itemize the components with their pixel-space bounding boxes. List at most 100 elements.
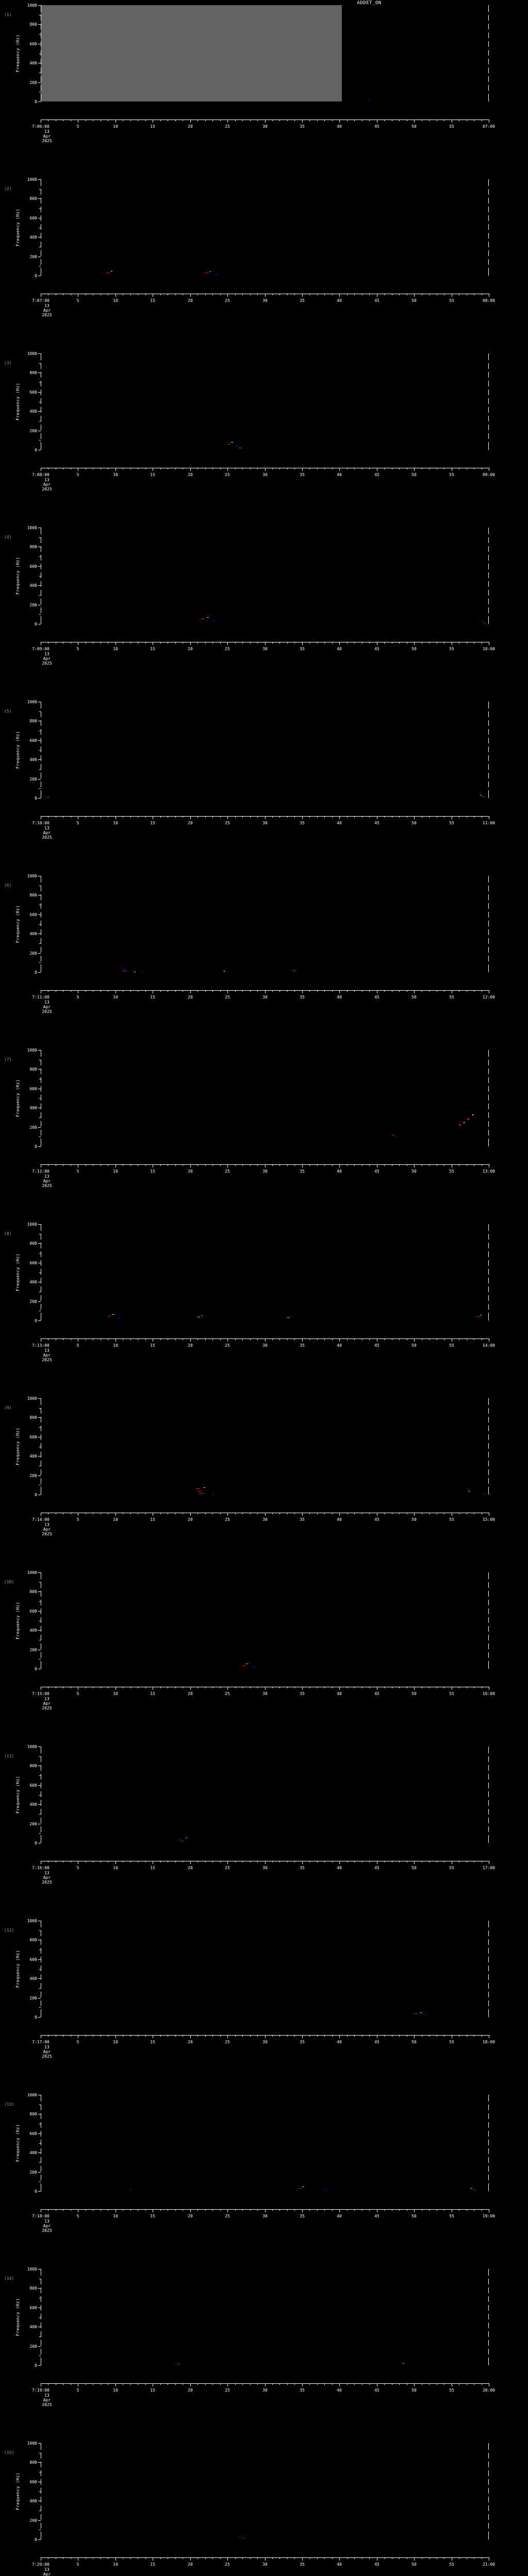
x-axis-date-part: Apr bbox=[43, 1005, 51, 1009]
x-axis-end-label: 14:00 bbox=[482, 1343, 496, 1348]
x-tick-major bbox=[302, 990, 303, 993]
x-tick-major bbox=[227, 1164, 228, 1167]
x-tick-minor bbox=[347, 1338, 348, 1340]
x-tick-label: 20 bbox=[188, 2562, 193, 2567]
data-mark bbox=[130, 2189, 132, 2190]
y-tick bbox=[38, 740, 41, 741]
x-tick-minor bbox=[279, 990, 280, 992]
x-tick-minor bbox=[257, 2035, 258, 2037]
y-tick-label: 1000 bbox=[27, 526, 37, 530]
x-tick-minor bbox=[294, 2209, 295, 2211]
x-tick-major bbox=[302, 2035, 303, 2038]
x-tick-label: 50 bbox=[411, 1691, 417, 1696]
x-tick-label: 10 bbox=[113, 1691, 118, 1696]
x-axis-date-part: 13 bbox=[44, 2567, 50, 2572]
x-tick-minor bbox=[242, 120, 243, 121]
right-spine bbox=[488, 2505, 489, 2511]
y-tick bbox=[38, 2017, 41, 2018]
right-spine bbox=[488, 1434, 489, 1440]
x-tick-minor bbox=[220, 642, 221, 643]
x-tick-minor bbox=[212, 294, 213, 295]
x-tick-minor bbox=[175, 120, 176, 121]
x-tick-minor bbox=[220, 2383, 221, 2385]
x-tick-minor bbox=[429, 1164, 430, 1166]
right-spine bbox=[488, 76, 489, 82]
x-tick-label: 45 bbox=[374, 821, 380, 825]
x-axis-date-part: 13 bbox=[44, 826, 50, 831]
data-mark bbox=[224, 971, 225, 972]
right-spine bbox=[488, 2148, 489, 2154]
x-tick-label: 20 bbox=[188, 647, 193, 651]
y-tick-label: 600 bbox=[29, 1435, 37, 1439]
x-tick-minor bbox=[235, 990, 236, 992]
x-tick-minor bbox=[384, 642, 385, 643]
x-tick-minor bbox=[175, 816, 176, 818]
x-tick-minor bbox=[287, 990, 288, 992]
x-tick-minor bbox=[354, 120, 355, 121]
x-tick-label: 45 bbox=[374, 2214, 380, 2218]
y-tick bbox=[38, 2365, 41, 2366]
x-tick-minor bbox=[429, 2035, 430, 2037]
panel-index-label: (12) bbox=[4, 1928, 14, 1933]
y-tick bbox=[38, 1417, 41, 1418]
y-tick-minor bbox=[39, 1814, 41, 1815]
x-tick-label: 5 bbox=[76, 2040, 79, 2044]
x-tick-minor bbox=[160, 2035, 161, 2037]
y-tick-label: 1000 bbox=[27, 1396, 37, 1401]
plot-area bbox=[41, 1921, 489, 2017]
right-spine bbox=[488, 2488, 489, 2494]
y-tick-label: 1000 bbox=[27, 874, 37, 878]
plot-area bbox=[41, 528, 489, 624]
x-tick-minor bbox=[347, 1687, 348, 1688]
x-tick-minor bbox=[257, 1513, 258, 1514]
y-tick bbox=[38, 1320, 41, 1321]
y-tick-label: 1000 bbox=[27, 1048, 37, 1053]
x-tick-minor bbox=[317, 2209, 318, 2211]
x-tick-minor bbox=[250, 1338, 251, 1340]
x-axis-start-label: 7:14:00 bbox=[32, 1517, 50, 1522]
x-tick-minor bbox=[309, 468, 310, 469]
y-tick-minor bbox=[39, 2336, 41, 2337]
x-axis-start-label: 7:17:00 bbox=[32, 2040, 50, 2044]
x-tick-minor bbox=[145, 1338, 146, 1340]
right-spine bbox=[488, 616, 489, 622]
y-tick-label: 0 bbox=[35, 2363, 37, 2368]
x-tick-minor bbox=[197, 1513, 198, 1514]
right-spine bbox=[488, 2096, 489, 2102]
x-tick-major bbox=[414, 120, 415, 123]
y-tick-minor bbox=[39, 576, 41, 577]
y-tick-label: 800 bbox=[29, 22, 37, 27]
y-tick-minor bbox=[39, 1427, 41, 1428]
x-tick-minor bbox=[257, 2383, 258, 2385]
data-mark bbox=[299, 2188, 301, 2189]
x-tick-minor bbox=[130, 1687, 131, 1688]
x-axis-date-part: 13 bbox=[44, 2393, 50, 2398]
x-tick-label: 10 bbox=[113, 995, 118, 999]
y-tick-label: 200 bbox=[29, 1299, 37, 1304]
right-spine bbox=[488, 1800, 489, 1806]
x-tick-minor bbox=[257, 1687, 258, 1688]
x-tick-minor bbox=[294, 2557, 295, 2559]
x-tick-minor bbox=[369, 1687, 370, 1688]
x-tick-label: 20 bbox=[188, 2214, 193, 2218]
x-tick-major bbox=[190, 2383, 191, 2386]
y-tick-minor bbox=[39, 189, 41, 190]
data-mark bbox=[484, 1494, 485, 1495]
x-tick-minor bbox=[317, 120, 318, 121]
right-spine bbox=[488, 537, 489, 543]
x-tick-minor bbox=[160, 2383, 161, 2385]
x-tick-minor bbox=[354, 816, 355, 818]
right-spine bbox=[488, 938, 489, 944]
x-tick-major bbox=[302, 1164, 303, 1167]
y-tick-minor bbox=[39, 1756, 41, 1757]
x-tick-minor bbox=[309, 2035, 310, 2037]
x-tick-minor bbox=[294, 1861, 295, 1862]
y-tick-label: 0 bbox=[35, 2537, 37, 2542]
x-tick-label: 35 bbox=[300, 2562, 305, 2567]
y-tick-minor bbox=[39, 943, 41, 944]
right-spine bbox=[488, 1060, 489, 1065]
x-tick-minor bbox=[242, 816, 243, 818]
x-tick-minor bbox=[220, 120, 221, 121]
x-tick-label: 30 bbox=[262, 821, 268, 825]
